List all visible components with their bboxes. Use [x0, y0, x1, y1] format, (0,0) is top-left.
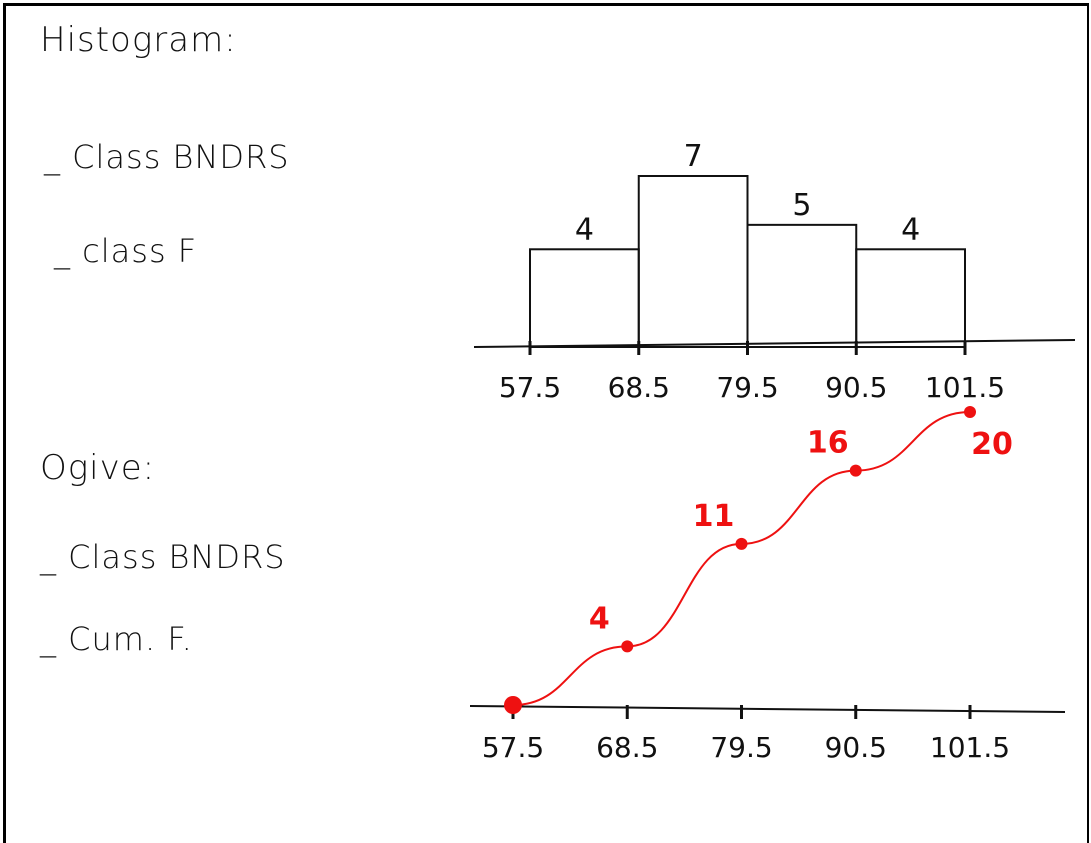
- ogive-point: [964, 406, 976, 418]
- ogive-tick-label: 101.5: [930, 731, 1010, 764]
- histogram-bar-label: 4: [575, 212, 594, 247]
- histogram-tick-label: 57.5: [499, 371, 561, 404]
- histogram-heading: Histogram:: [40, 20, 237, 60]
- whiteboard-border: [3, 3, 1089, 843]
- histogram-tick-label: 79.5: [716, 371, 778, 404]
- ogive-point-label: 20: [971, 427, 1013, 462]
- ogive-tick-label: 57.5: [482, 731, 544, 764]
- ogive-line: [512, 411, 971, 706]
- histogram-bar-label: 7: [684, 139, 703, 174]
- ogive-point-label: 11: [693, 499, 735, 534]
- ogive-tick-label: 79.5: [710, 731, 772, 764]
- histogram-chart: 4 7 5 4 57.5 68.5 79.5 90.5 101.5 57.5 68.5 79.5 90.…: [469, 139, 1076, 764]
- histogram-tick-label: 68.5: [608, 371, 670, 404]
- ogive-tick-label: 90.5: [825, 731, 887, 764]
- histogram-bar: [746, 223, 858, 349]
- histogram-bar: [855, 248, 966, 349]
- histogram-bar: [529, 248, 640, 349]
- histogram-item-class-frequency: _ class F: [54, 232, 198, 270]
- histogram-tick-label: 101.5: [925, 371, 1005, 404]
- ogive-point: [735, 537, 748, 550]
- ogive-point: [504, 696, 522, 714]
- ogive-item-class-boundaries: _ Class BNDRS: [40, 538, 286, 576]
- histogram-x-axis: [473, 339, 1076, 348]
- ogive-heading: Ogive:: [40, 448, 156, 488]
- ogive-tick-label: 68.5: [596, 731, 658, 764]
- histogram-tick-label: 90.5: [825, 371, 887, 404]
- ogive-point-label: 4: [589, 601, 610, 636]
- histogram-bar: [637, 175, 749, 348]
- ogive-point-label: 16: [807, 426, 849, 461]
- ogive-item-cumulative-frequency: _ Cum. F.: [40, 620, 193, 658]
- ogive-x-axis: [469, 705, 1066, 713]
- ogive-point: [849, 464, 862, 477]
- whiteboard: Histogram: _ Class BNDRS _ class F Ogive…: [3, 3, 1089, 843]
- histogram-item-class-boundaries: _ Class BNDRS: [44, 138, 290, 176]
- histogram-bar-label: 4: [901, 212, 920, 247]
- ogive-point: [621, 640, 634, 653]
- histogram-bar-label: 5: [792, 188, 811, 223]
